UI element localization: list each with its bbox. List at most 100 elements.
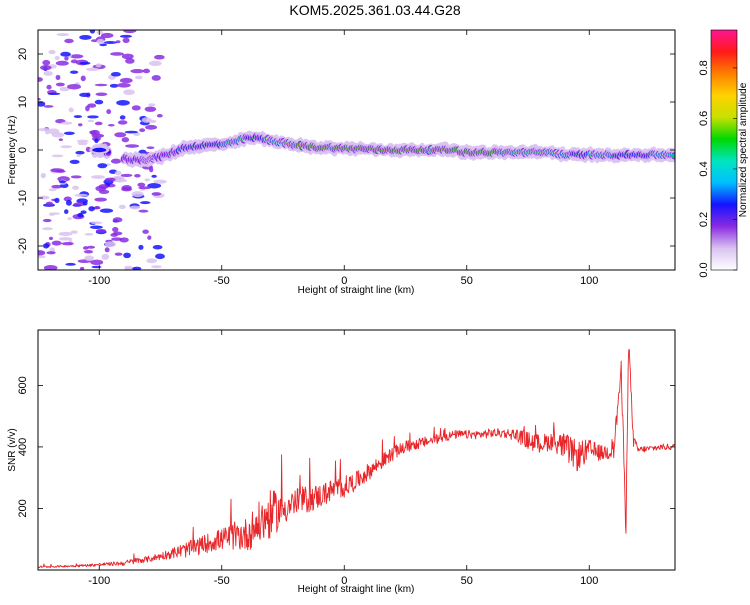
spectrogram-speckle (38, 250, 46, 256)
spectrogram-y-tick-label: -10 (17, 190, 29, 206)
spectrogram-speckle (60, 121, 73, 125)
spectrogram-speckle (67, 83, 82, 90)
snr-y-tick-label: 400 (17, 438, 29, 456)
spectrogram-speckle (110, 72, 121, 77)
colorbar-tick-label: 0.6 (698, 111, 710, 126)
spectrogram-speckle (94, 121, 103, 126)
spectrogram-speckle (58, 237, 73, 241)
spectrogram-speckle (70, 59, 78, 64)
snr-x-tick-label: -100 (88, 575, 110, 587)
spectrogram-speckle (63, 131, 75, 135)
spectrogram-x-tick-label: -50 (214, 275, 230, 287)
colorbar-frame (710, 29, 738, 271)
spectrogram-speckle (95, 228, 107, 233)
spectrogram-speckle (38, 101, 46, 107)
spectrogram-speckle (86, 245, 96, 249)
spectrogram-speckle (38, 128, 52, 132)
spectrogram-speckle (69, 159, 80, 164)
colorbar-tick-label: 0.0 (698, 262, 710, 277)
spectrogram-speckle (96, 38, 105, 45)
spectrogram-speckle (46, 251, 56, 255)
spectrogram-speckle (107, 124, 115, 127)
spectrogram-speckle (69, 70, 79, 74)
spectrogram-speckle (87, 115, 99, 119)
spectrogram-speckle (86, 67, 99, 72)
spectrogram-speckle (134, 75, 143, 80)
spectrogram-speckle (91, 175, 105, 179)
snr-y-ticks: 200 400 600 (17, 376, 675, 518)
spectrogram-speckle (58, 231, 73, 236)
spectrogram-speckle (64, 209, 69, 215)
spectrogram-speckle (83, 250, 94, 254)
spectrogram-speckle (116, 100, 130, 106)
spectrogram-speckle (115, 40, 121, 44)
spectrogram-speckle (85, 105, 90, 112)
spectrogram-speckle (68, 107, 74, 113)
spectrogram-speckle (48, 212, 61, 215)
spectrogram-speckle (99, 208, 114, 213)
spectrogram-y-tick-label: 10 (17, 96, 29, 108)
spectrogram-speckle (117, 120, 128, 125)
snr-y-label: SNR (v/v) (7, 428, 18, 471)
spectrogram-speckle (114, 252, 123, 256)
spectrogram-y-tick-label: 20 (17, 48, 29, 60)
spectrogram-speckle (54, 55, 60, 61)
snr-frame (37, 329, 676, 571)
spectrogram-speckle (87, 103, 97, 108)
spectrogram-speckle (51, 132, 65, 138)
spectrogram-speckle (84, 255, 95, 261)
spectrogram-speckle (153, 179, 167, 184)
spectrogram-speckle (138, 186, 152, 190)
spectrogram-speckle (151, 265, 162, 269)
spectrogram-speckle (55, 60, 69, 66)
spectrogram-speckle (98, 184, 109, 190)
spectrogram-speckle (94, 138, 99, 144)
colorbar-gradient (711, 30, 737, 270)
spectrogram-x-tick-label: 50 (461, 275, 473, 287)
spectrogram-speckle (123, 30, 137, 34)
spectrogram-speckle (60, 51, 71, 57)
spectrogram-speckle (90, 221, 103, 225)
spectrogram-speckle (121, 137, 130, 143)
snr-x-ticks: -100 -50 0 50 100 (88, 330, 598, 587)
spectrogram-speckle (38, 77, 43, 82)
spectrogram-speckle (112, 175, 125, 182)
spectrogram-speckle (101, 253, 110, 260)
spectrogram-x-tick-label: 100 (580, 275, 598, 287)
spectrogram-speckle (55, 169, 66, 173)
spectrogram-speckle (42, 59, 51, 66)
spectrogram-speckle (144, 106, 157, 112)
spectrogram-speckle (95, 92, 108, 97)
spectrogram-speckle (114, 170, 122, 176)
spectrogram-speckle (69, 54, 84, 59)
spectrogram-speckle (148, 60, 162, 66)
spectrogram-speckle (46, 84, 52, 90)
spectrogram-speckle (77, 213, 84, 218)
spectrogram-speckle (70, 175, 82, 179)
spectrogram-speckle (123, 89, 135, 96)
spectrogram-speckle (42, 243, 50, 249)
spectrogram-speckle (89, 130, 97, 135)
spectrogram-speckle (56, 33, 70, 37)
snr-x-tick-label: 0 (341, 575, 347, 587)
spectrogram-speckle (99, 43, 108, 47)
spectrogram-speckle (55, 74, 61, 80)
spectrogram-speckle (110, 52, 124, 56)
spectrogram-speckle (72, 185, 80, 190)
spectrogram-speckle (79, 92, 91, 98)
spectrogram-speckle (88, 206, 95, 212)
spectrogram-speckle (76, 139, 89, 143)
spectrogram-speckle (64, 38, 74, 44)
spectrogram-speckle (51, 240, 62, 246)
spectrogram-speckle (89, 30, 96, 34)
spectrogram-speckle (89, 225, 103, 229)
spectrogram-speckle (96, 30, 104, 35)
spectrogram-speckle (38, 97, 41, 101)
spectrogram-speckle (119, 115, 126, 120)
spectrogram-speckle (131, 105, 141, 111)
spectrogram-speckle (94, 99, 104, 105)
spectrogram-speckle (148, 119, 157, 124)
spectrogram-speckle (146, 146, 155, 150)
spectrogram-speckle (119, 34, 133, 38)
